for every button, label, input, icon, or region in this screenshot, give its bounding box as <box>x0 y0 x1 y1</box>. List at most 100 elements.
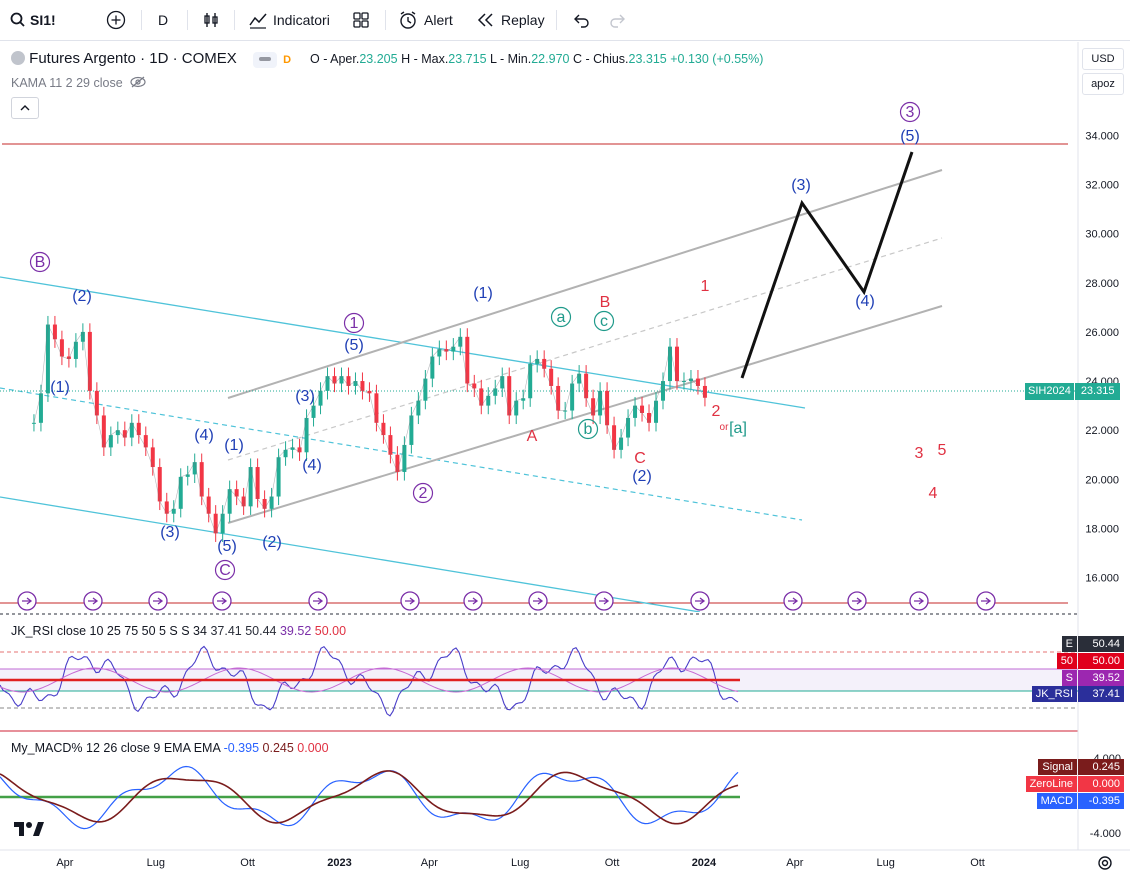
uptrend-channel-top[interactable] <box>227 169 943 399</box>
wave-label[interactable]: (2) <box>262 534 282 551</box>
wave-label[interactable]: 5 <box>938 442 947 459</box>
downtrend-channel-bottom[interactable] <box>0 496 701 612</box>
wave-label[interactable]: 3 <box>915 445 924 462</box>
event-marker-icon[interactable] <box>17 591 37 611</box>
event-marker-icon[interactable] <box>594 591 614 611</box>
templates-button[interactable] <box>352 0 370 40</box>
event-marker-icon[interactable] <box>909 591 929 611</box>
wave-label[interactable]: a <box>557 309 566 326</box>
wave-label[interactable]: (3) <box>160 524 180 541</box>
ellipsis-badge[interactable] <box>252 52 277 68</box>
wave-label[interactable]: 4 <box>929 485 938 502</box>
wave-label[interactable]: B <box>600 294 611 311</box>
wave-label-circle <box>577 418 599 440</box>
wave-label[interactable]: (1) <box>224 437 244 454</box>
event-marker-icon[interactable] <box>212 591 232 611</box>
replay-button[interactable]: Replay <box>477 0 545 40</box>
wave-label[interactable]: c <box>600 313 608 330</box>
redo-icon <box>610 14 625 28</box>
wave-label[interactable]: 2 <box>419 485 428 502</box>
projection-path[interactable] <box>740 151 914 379</box>
kama-legend[interactable]: KAMA 11 2 29 close <box>11 76 146 90</box>
chart-type-button[interactable] <box>202 0 220 40</box>
collapse-legend-button[interactable] <box>11 97 39 119</box>
downtrend-channel-mid[interactable] <box>0 387 803 521</box>
rewind-icon <box>477 13 493 27</box>
compare-button[interactable] <box>106 0 126 40</box>
wave-label[interactable]: [a] <box>729 420 747 437</box>
redo-button[interactable] <box>609 0 627 40</box>
event-marker-icon[interactable] <box>690 591 710 611</box>
time-axis[interactable]: Apr Lug Ott 2023 Apr Lug Ott 2024 Apr Lug Ott <box>56 857 985 869</box>
wave-label[interactable]: 1 <box>350 315 359 332</box>
candle-body <box>542 358 547 369</box>
zeroline-value: 0.000 <box>297 741 329 755</box>
toolbar-divider <box>141 10 142 30</box>
scale-mode-select[interactable]: apoz <box>1082 73 1124 95</box>
interval-button[interactable]: D <box>158 0 168 40</box>
price-tick-label: 28.000 <box>1085 278 1119 290</box>
event-marker-icon[interactable] <box>463 591 483 611</box>
price-tick-label: 20.000 <box>1085 474 1119 486</box>
wave-label[interactable]: b <box>584 421 593 438</box>
interval-label: D <box>158 12 169 28</box>
event-marker-icon[interactable] <box>400 591 420 611</box>
wave-label[interactable]: (2) <box>632 468 652 485</box>
price-axis[interactable]: 34.00032.00030.00028.00026.00024.00022.0… <box>1085 130 1119 584</box>
event-marker-icon[interactable] <box>148 591 168 611</box>
rsi-legend[interactable]: JK_RSI close 10 25 75 50 5 S S 34 37.41 … <box>11 624 346 638</box>
event-marker-icon[interactable] <box>847 591 867 611</box>
wave-label[interactable]: B <box>35 254 46 271</box>
wave-label[interactable]: (3) <box>295 388 315 405</box>
candle-body <box>66 356 71 359</box>
wave-label[interactable]: A <box>527 428 538 445</box>
currency-select[interactable]: USD <box>1082 48 1124 70</box>
event-marker-icon[interactable] <box>528 591 548 611</box>
alert-button[interactable]: Alert <box>398 0 453 40</box>
event-marker-icon[interactable] <box>783 591 803 611</box>
wave-label[interactable]: C <box>634 450 646 467</box>
wave-label[interactable]: (1) <box>50 379 70 396</box>
wave-label[interactable]: (1) <box>473 285 493 302</box>
wave-label[interactable]: (2) <box>72 288 92 305</box>
hidden-eye-icon[interactable] <box>130 76 146 88</box>
candle-body <box>122 430 127 438</box>
candle-body <box>661 381 666 401</box>
chart-title[interactable]: Futures Argento · 1D · COMEX <box>29 50 237 67</box>
wave-label[interactable]: (5) <box>344 337 364 354</box>
candle-body <box>556 385 561 411</box>
event-marker-icon[interactable] <box>308 591 328 611</box>
wave-label[interactable]: (5) <box>900 128 920 145</box>
undo-button[interactable] <box>572 0 590 40</box>
macd-legend[interactable]: My_MACD% 12 26 close 9 EMA EMA -0.395 0.… <box>11 741 329 755</box>
wave-label[interactable]: 2 <box>712 403 721 420</box>
wave-label[interactable]: (4) <box>194 427 214 444</box>
symbol-search[interactable]: SI1! <box>10 0 56 40</box>
symbol-logo <box>11 51 25 65</box>
wave-label[interactable]: (5) <box>217 538 237 555</box>
change-value: +0.130 (+0.55%) <box>670 52 764 66</box>
last-price-tag: SIH2024 23.315 <box>1025 383 1121 400</box>
candle-body <box>674 346 679 382</box>
settings-icon[interactable] <box>1098 856 1112 870</box>
candle-body <box>290 447 295 450</box>
candle-body <box>381 422 386 436</box>
event-marker-icon[interactable] <box>83 591 103 611</box>
add-symbol-icon <box>106 10 126 30</box>
wave-label[interactable]: (4) <box>855 293 875 310</box>
indicators-button[interactable]: Indicatori <box>248 0 330 40</box>
uptrend-channel-bottom[interactable] <box>227 305 943 524</box>
candle-body <box>423 378 428 401</box>
wave-label[interactable]: (3) <box>791 177 811 194</box>
wave-label[interactable]: or <box>720 422 730 433</box>
event-marker-icon[interactable] <box>976 591 996 611</box>
wave-label[interactable]: 1 <box>701 278 710 295</box>
candle-body <box>444 349 449 352</box>
wave-label[interactable]: 3 <box>906 104 915 121</box>
indicator-tag: MACD -0.395 <box>1036 793 1124 809</box>
uptrend-channel-mid[interactable] <box>227 237 943 461</box>
wave-label[interactable]: (4) <box>302 457 322 474</box>
low-label: L - Min. <box>490 52 532 66</box>
wave-label[interactable]: C <box>219 562 231 579</box>
